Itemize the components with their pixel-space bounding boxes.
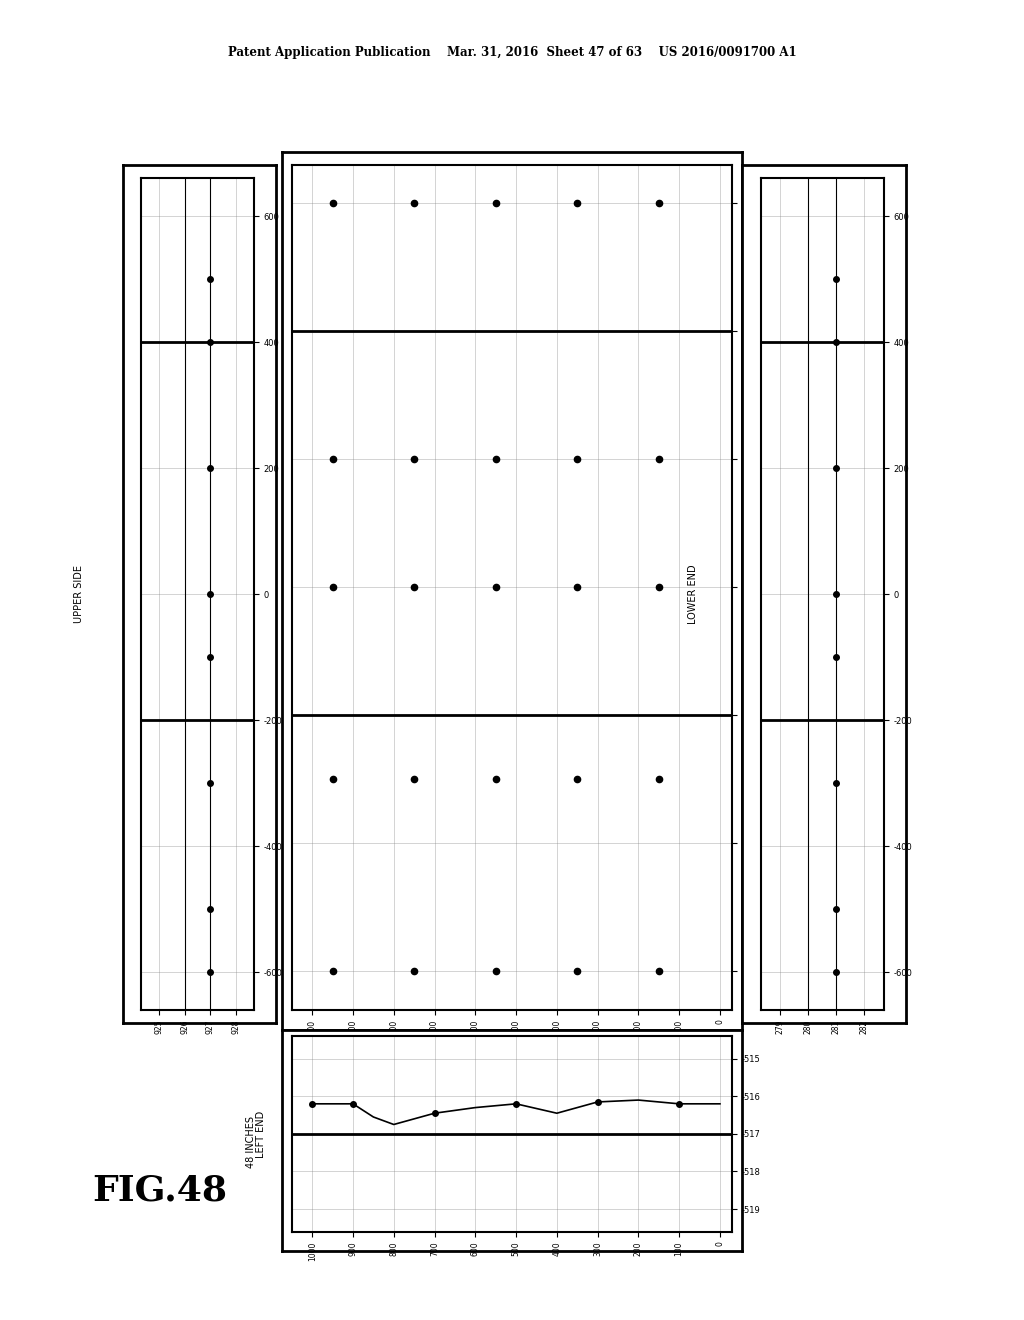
Text: LEFT END: LEFT END	[256, 1110, 266, 1158]
Text: 48 INCHES: 48 INCHES	[246, 1115, 256, 1168]
Y-axis label: SCREEN LATERAL DIRECTION: SCREEN LATERAL DIRECTION	[770, 516, 780, 659]
X-axis label: SCREEN VERTICAL DIRECTION: SCREEN VERTICAL DIRECTION	[439, 1045, 585, 1056]
Text: LOWER END: LOWER END	[688, 564, 698, 624]
Text: Patent Application Publication    Mar. 31, 2016  Sheet 47 of 63    US 2016/00917: Patent Application Publication Mar. 31, …	[227, 46, 797, 59]
Text: FIG.48: FIG.48	[92, 1173, 227, 1208]
Text: UPPER SIDE: UPPER SIDE	[75, 565, 84, 623]
